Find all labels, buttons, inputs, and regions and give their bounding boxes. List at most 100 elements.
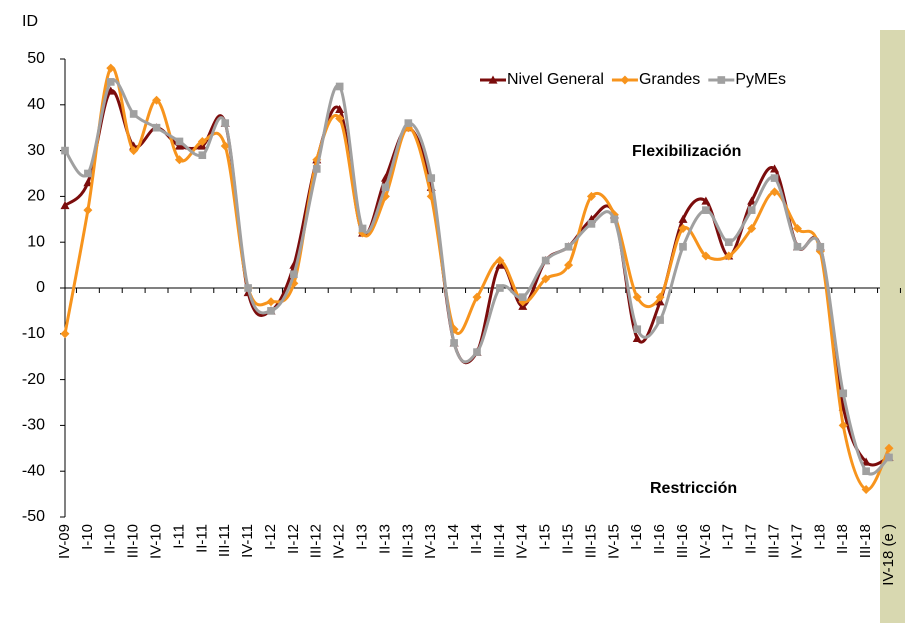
- x-tick-label: IV-14: [514, 524, 531, 559]
- point: [724, 238, 733, 247]
- x-tick-label: II-12: [285, 524, 302, 554]
- x-tick-label: IV-11: [239, 524, 256, 558]
- point: [450, 339, 458, 347]
- x-tick-label: III-13: [399, 524, 416, 558]
- point: [678, 214, 688, 223]
- point: [884, 443, 894, 453]
- point: [60, 201, 70, 210]
- x-tick-label: II-16: [651, 524, 668, 554]
- x-tick-label: I-12: [262, 524, 279, 550]
- x-tick-label: III-11: [216, 524, 233, 557]
- x-tick-label: IV-15: [605, 524, 622, 559]
- point: [862, 467, 870, 476]
- point: [358, 224, 367, 233]
- point: [839, 389, 848, 398]
- point: [770, 174, 779, 182]
- point: [473, 348, 481, 356]
- point: [633, 325, 642, 334]
- legend-label: Nivel General: [507, 71, 604, 88]
- x-tick-label: II-11: [193, 524, 210, 553]
- point: [129, 146, 139, 156]
- point: [312, 165, 321, 173]
- point: [266, 297, 276, 307]
- point: [106, 86, 116, 95]
- y-tick-label: -50: [22, 508, 45, 525]
- x-tick-label: IV-09: [56, 524, 73, 559]
- x-tick-label: I-14: [445, 524, 462, 550]
- x-tick-label: II-17: [743, 524, 760, 554]
- legend-label: Grandes: [639, 71, 700, 88]
- point: [106, 63, 116, 73]
- x-tick-label: I-15: [537, 524, 554, 550]
- x-tick-label: I-13: [354, 524, 371, 550]
- point: [564, 260, 574, 270]
- point: [220, 141, 230, 151]
- point: [656, 316, 664, 324]
- y-tick-label: 40: [27, 96, 45, 113]
- x-tick-label: II-10: [102, 524, 119, 554]
- point: [838, 420, 848, 430]
- x-tick-label: IV-18 (e ): [880, 524, 897, 586]
- point: [335, 114, 345, 124]
- x-tick-label: III-16: [674, 524, 691, 558]
- point: [632, 292, 642, 302]
- x-tick-label: III-12: [308, 524, 325, 558]
- y-tick-label: 0: [36, 279, 45, 296]
- x-tick-label: IV-17: [788, 524, 805, 559]
- legend-label: PyMEs: [735, 71, 786, 88]
- point: [701, 196, 711, 205]
- y-tick-label: 50: [27, 50, 45, 67]
- point: [793, 242, 802, 251]
- point: [290, 270, 298, 279]
- x-tick-label: IV-10: [148, 524, 165, 559]
- point: [152, 123, 161, 132]
- point: [198, 151, 207, 160]
- point: [610, 215, 619, 224]
- point: [152, 95, 162, 105]
- point: [335, 82, 344, 91]
- point: [472, 292, 482, 302]
- point: [747, 223, 757, 233]
- x-tick-label: III-15: [582, 524, 599, 558]
- x-tick-label: II-15: [560, 524, 577, 554]
- x-tick-label: IV-13: [422, 524, 439, 559]
- series-line: [63, 78, 891, 476]
- point: [175, 137, 184, 146]
- point: [84, 169, 92, 178]
- x-tick-label: I-18: [811, 524, 828, 550]
- point: [770, 164, 780, 173]
- x-tick-label: I-17: [720, 524, 737, 550]
- point: [541, 256, 550, 265]
- y-tick-label: 10: [27, 233, 45, 250]
- legend-marker: [717, 76, 726, 84]
- legend-marker: [620, 75, 630, 85]
- point: [816, 242, 825, 251]
- point: [518, 293, 527, 301]
- series-line: [63, 66, 891, 492]
- x-tick-label: IV-16: [697, 524, 714, 559]
- point: [586, 191, 596, 201]
- annotation: Flexibilización: [632, 143, 741, 160]
- point: [106, 78, 115, 86]
- x-tick-label: III-10: [125, 524, 142, 558]
- x-tick-label: I-16: [628, 524, 645, 550]
- point: [427, 174, 436, 182]
- annotation: Restricción: [650, 480, 737, 497]
- legend-marker: [488, 75, 498, 84]
- point: [587, 220, 596, 228]
- point: [655, 292, 665, 302]
- x-tick-label: III-18: [857, 524, 874, 558]
- point: [541, 274, 551, 284]
- x-tick-label: III-14: [491, 524, 508, 558]
- point: [221, 119, 230, 127]
- x-tick-label: IV-12: [331, 524, 348, 559]
- y-tick-label: -40: [22, 462, 45, 479]
- point: [60, 329, 70, 339]
- point: [679, 242, 687, 251]
- y-tick-label: -30: [22, 417, 45, 434]
- point: [244, 284, 252, 292]
- point: [83, 178, 93, 187]
- x-tick-label: II-18: [834, 524, 851, 554]
- point: [61, 146, 69, 155]
